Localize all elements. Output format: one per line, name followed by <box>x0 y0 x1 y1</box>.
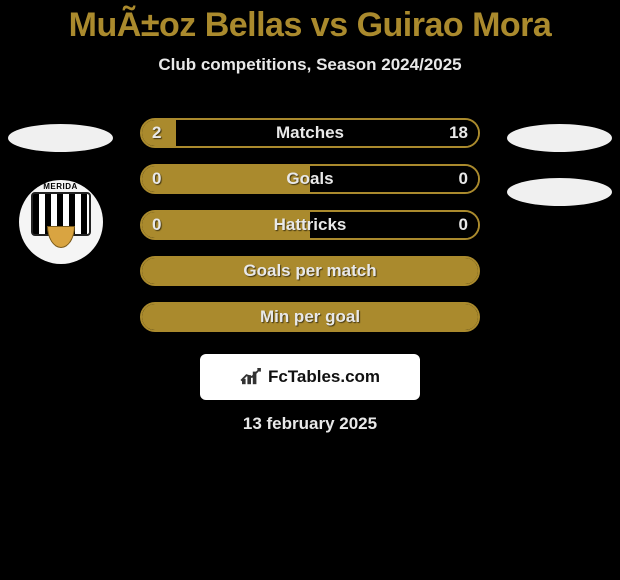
stat-bar-fill-right <box>310 166 478 192</box>
stat-bar-row: Min per goal <box>140 302 480 332</box>
page-subtitle: Club competitions, Season 2024/2025 <box>0 55 620 75</box>
stat-bar-row: Goals per match <box>140 256 480 286</box>
stat-bar-row: Matches218 <box>140 118 480 148</box>
club-badge-left-text: MERIDA <box>19 182 103 191</box>
brand-attribution: FcTables.com <box>200 354 420 400</box>
stat-bar-value-left: 0 <box>152 215 161 235</box>
stat-bar-fill-left <box>142 304 478 330</box>
stat-bar-fill-right <box>310 212 478 238</box>
stat-bar-fill-left <box>142 212 310 238</box>
stat-bar-value-left: 0 <box>152 169 161 189</box>
stat-bars: Matches218Goals00Hattricks00Goals per ma… <box>140 118 480 348</box>
stat-bar-value-right: 0 <box>459 169 468 189</box>
player-right-photo-placeholder <box>507 124 612 152</box>
stat-bar-fill-right <box>176 120 478 146</box>
stat-bar-row: Goals00 <box>140 164 480 194</box>
player-left-photo-placeholder <box>8 124 113 152</box>
stat-bar-row: Hattricks00 <box>140 210 480 240</box>
brand-text: FcTables.com <box>268 367 380 387</box>
club-badge-shield <box>47 226 75 248</box>
stat-bar-fill-left <box>142 166 310 192</box>
stat-bar-value-right: 0 <box>459 215 468 235</box>
club-badge-right-placeholder <box>507 178 612 206</box>
stat-bar-fill-left <box>142 258 478 284</box>
bar-chart-icon <box>240 368 262 386</box>
stat-bar-value-right: 18 <box>449 123 468 143</box>
comparison-date: 13 february 2025 <box>0 414 620 434</box>
club-badge-left: MERIDA <box>19 180 103 264</box>
page-title: MuÃ±oz Bellas vs Guirao Mora <box>0 0 620 45</box>
stat-bar-value-left: 2 <box>152 123 161 143</box>
